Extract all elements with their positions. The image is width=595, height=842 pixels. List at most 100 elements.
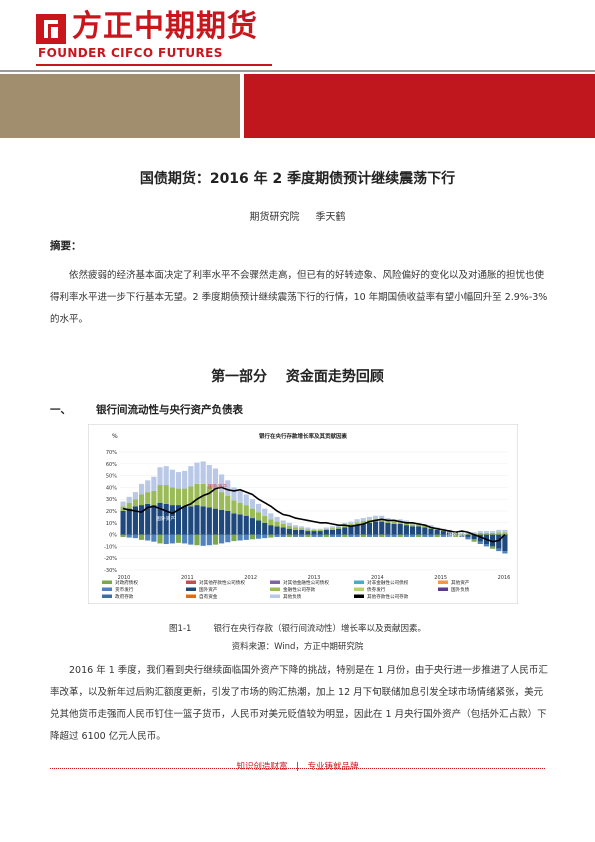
footer-left: 知识创造财富 (236, 762, 288, 772)
x-tick-label: 2013 (308, 575, 321, 581)
financial-deposit-bar (182, 488, 188, 507)
other-liability-bar (490, 531, 496, 533)
financial-deposit-bar (416, 524, 422, 527)
x-tick-label: 2015 (434, 575, 447, 581)
legend-swatch (102, 587, 112, 591)
x-tick-label: 2011 (181, 575, 194, 581)
foreign-asset-bar (490, 534, 496, 547)
negative-contribution-bar (132, 534, 138, 539)
financial-deposit-bar (145, 492, 151, 504)
y-tick-label: 50% (106, 474, 117, 480)
chart-annotation: 国外资产 (208, 483, 227, 490)
other-liability-bar (348, 521, 354, 524)
negative-contribution-bar (206, 534, 212, 546)
legend-swatch (354, 580, 364, 584)
foreign-asset-bar (138, 505, 145, 535)
negative-contribution-bar (391, 534, 397, 537)
other-liability-bar (373, 515, 379, 519)
negative-contribution-bar (496, 548, 502, 552)
part-title: 第一部分 资金面走势回顾 (211, 369, 384, 385)
foreign-asset-bar (317, 531, 323, 535)
financial-deposit-bar (151, 490, 157, 506)
financial-deposit-bar (206, 486, 212, 508)
negative-contribution-bar (231, 534, 237, 542)
foreign-asset-bar (329, 529, 336, 535)
foreign-asset-bar (434, 529, 440, 535)
financial-deposit-bar (249, 508, 255, 519)
header-band-right (244, 74, 595, 138)
legend-swatch (186, 587, 196, 591)
financial-deposit-bar (157, 485, 163, 503)
foreign-asset-bar (163, 503, 169, 535)
foreign-asset-bar (145, 503, 151, 535)
y-tick-label: -10% (104, 544, 117, 550)
financial-deposit-bar (292, 527, 299, 530)
negative-contribution-bar (126, 534, 132, 538)
financial-deposit-bar (385, 520, 391, 523)
other-liability-bar (120, 501, 126, 507)
abstract-label: 摘要： (50, 240, 82, 252)
foreign-asset-bar (243, 515, 249, 535)
foreign-asset-bar (249, 518, 255, 535)
y-tick-label: -30% (104, 568, 117, 574)
negative-contribution-bar (379, 534, 385, 537)
other-liability-bar (299, 526, 305, 529)
other-liability-bar (206, 464, 212, 487)
negative-contribution-bar (440, 534, 446, 537)
financial-deposit-bar (255, 512, 262, 521)
negative-contribution-bar (323, 534, 329, 537)
negative-contribution-bar (311, 534, 317, 537)
other-liability-bar (151, 476, 157, 491)
negative-contribution-bar (416, 534, 422, 537)
negative-contribution-bar (490, 546, 496, 549)
negative-contribution-bar (305, 534, 311, 537)
other-liability-bar (194, 462, 200, 484)
y-tick-label: 20% (106, 509, 117, 515)
figure-number: 图1-1 (169, 624, 192, 634)
negative-contribution-bar (397, 534, 403, 537)
legend-label: 国外负债 (451, 586, 470, 593)
financial-deposit-bar (169, 487, 175, 506)
y-tick-label: 60% (106, 462, 117, 468)
chart-annotation: 国外资产 (448, 531, 467, 538)
negative-contribution-bar (434, 534, 440, 537)
other-liability-bar (132, 492, 138, 500)
foreign-asset-bar (496, 534, 502, 549)
foreign-asset-bar (453, 533, 459, 535)
negative-contribution-bar (465, 536, 471, 540)
legend-swatch (270, 587, 280, 591)
chart-title: 银行在央行存款增长率及其贡献因素 (259, 432, 348, 440)
legend-label: 对其他金融性公司债权 (283, 579, 329, 586)
negative-contribution-bar (120, 534, 126, 537)
legend-swatch (354, 594, 364, 598)
other-liability-bar (225, 480, 231, 496)
financial-deposit-bar (138, 494, 145, 506)
other-liability-bar (175, 472, 182, 489)
figure-caption-text: 银行在央行存款（银行间流动性）增长率以及贡献因素。 (213, 624, 426, 634)
chart-y-unit: % (112, 433, 118, 440)
negative-contribution-bar (182, 534, 188, 544)
header-divider (0, 70, 595, 72)
chart-annotation: 国外资产 (156, 515, 175, 522)
financial-deposit-bar (323, 528, 329, 530)
negative-contribution-bar (219, 534, 225, 544)
negative-contribution-bar (145, 534, 151, 541)
negative-contribution-bar (274, 534, 280, 537)
x-tick-label: 2010 (118, 575, 131, 581)
financial-deposit-bar (336, 526, 342, 529)
financial-deposit-bar (274, 521, 280, 527)
other-liability-bar (163, 466, 169, 486)
financial-deposit-bar (237, 502, 243, 515)
foreign-asset-bar (477, 534, 483, 542)
negative-contribution-bar (138, 534, 145, 540)
foreign-asset-bar (311, 531, 317, 535)
other-liability-bar (329, 526, 336, 529)
negative-contribution-bar (366, 534, 373, 537)
logo-icon (36, 14, 66, 44)
other-liability-bar (354, 519, 360, 523)
financial-deposit-bar (194, 483, 200, 506)
institute: 期货研究院 (249, 212, 300, 223)
other-liability-bar (292, 525, 299, 528)
brand-name-cn: 方正中期期货 (72, 9, 258, 44)
negative-contribution-bar (422, 534, 428, 537)
